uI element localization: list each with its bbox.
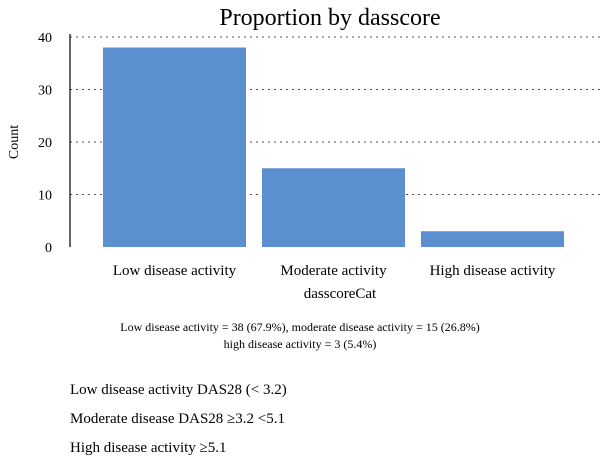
caption-line-1: Low disease activity = 38 (67.9%), moder… <box>120 320 480 334</box>
definition-low: Low disease activity DAS28 (< 3.2) <box>70 382 287 398</box>
x-axis-label: dasscoreCat <box>304 286 377 302</box>
category-definitions: Low disease activity DAS28 (< 3.2) Moder… <box>70 380 287 467</box>
chart-title: Proportion by dasscore <box>219 5 440 31</box>
y-tick-label: 0 <box>45 241 52 256</box>
caption-line-2: high disease activity = 3 (5.4%) <box>223 337 377 351</box>
definition-moderate: Moderate disease DAS28 ≥3.2 <5.1 <box>70 411 285 427</box>
chart-caption: Low disease activity = 38 (67.9%), moder… <box>0 319 600 353</box>
y-tick-label: 40 <box>38 31 52 46</box>
definition-high: High disease activity ≥5.1 <box>70 440 227 456</box>
bar-moderate-activity <box>262 168 405 247</box>
x-tick-label: Low disease activity <box>113 263 237 279</box>
bar-low-disease-activity <box>103 47 246 247</box>
bar-high-disease-activity <box>421 231 564 247</box>
x-tick-label: High disease activity <box>430 263 556 279</box>
x-tick-label: Moderate activity <box>280 263 387 279</box>
y-tick-label: 30 <box>38 84 52 99</box>
bar-chart: Proportion by dasscore Count 0 10 20 30 40 L… <box>7 5 600 302</box>
y-tick-label: 20 <box>38 136 52 151</box>
y-tick-label: 10 <box>38 189 52 204</box>
y-axis-label: Count <box>7 125 22 159</box>
